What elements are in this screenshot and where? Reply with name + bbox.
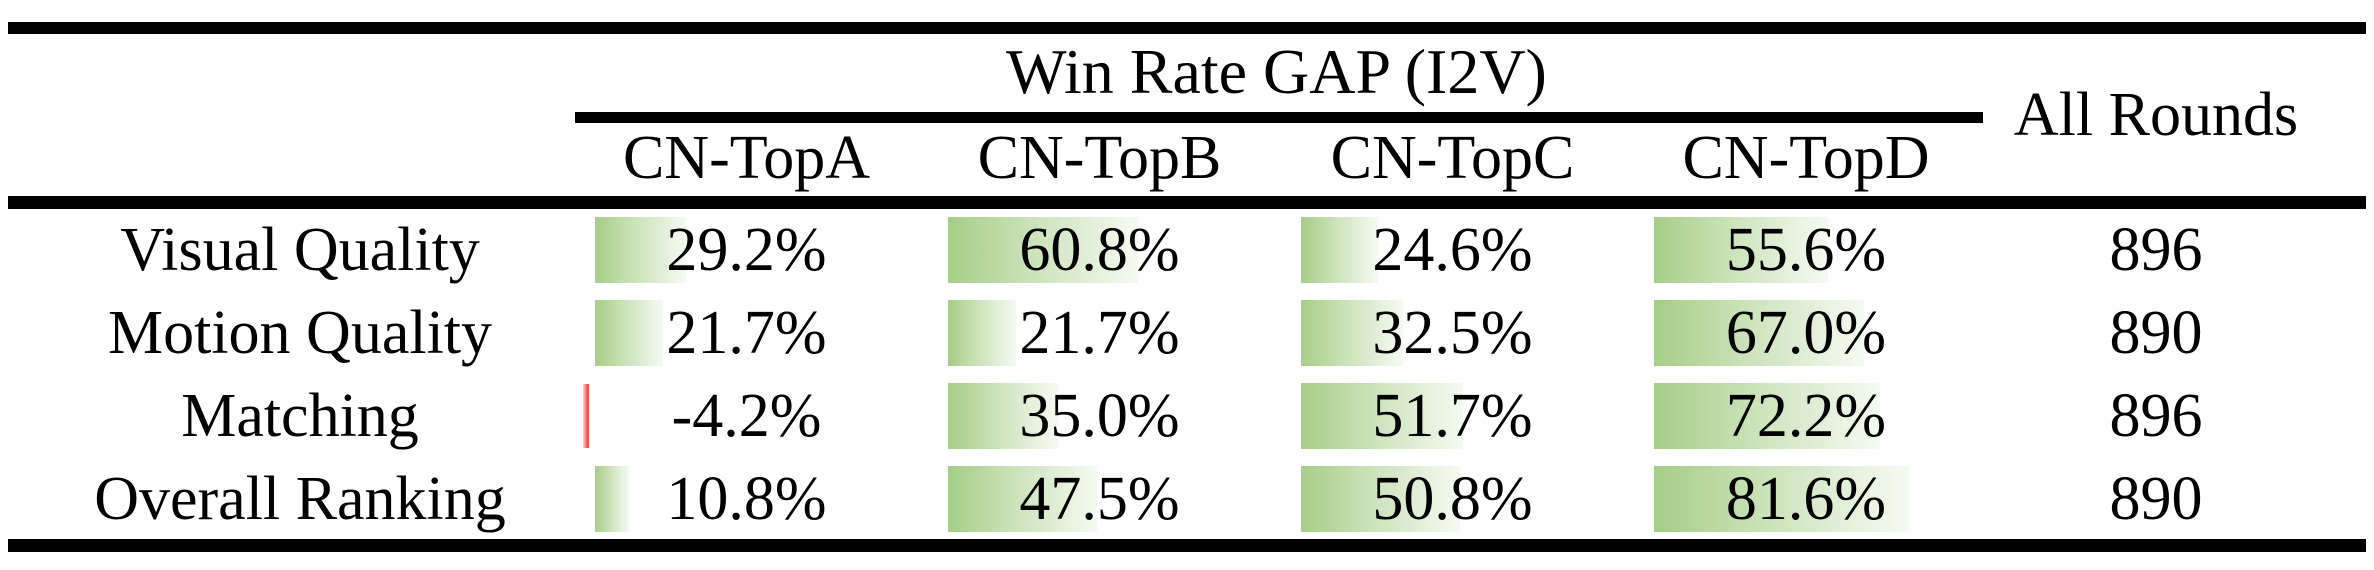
winrate-value: 29.2% — [666, 215, 827, 284]
winrate-cell: 21.7% — [570, 291, 923, 374]
winrate-cell: 50.8% — [1276, 457, 1629, 540]
data-bar — [948, 382, 1058, 449]
winrate-cell: 21.7% — [923, 291, 1276, 374]
winrate-value: -4.2% — [671, 381, 822, 450]
all-rounds-value: 896 — [2109, 215, 2203, 284]
row-label: Motion Quality — [107, 298, 493, 367]
data-bar — [948, 299, 1016, 366]
winrate-value: 51.7% — [1372, 381, 1533, 450]
winrate-cell: 67.0% — [1629, 291, 1983, 374]
top-rule — [8, 22, 2366, 34]
winrate-cell: 51.7% — [1276, 374, 1629, 457]
all-rounds-value: 890 — [2109, 464, 2203, 533]
winrate-value: 81.6% — [1725, 464, 1887, 533]
data-bar — [1654, 465, 1909, 532]
row-label: Matching — [181, 381, 419, 450]
winrate-value: 55.6% — [1725, 215, 1887, 284]
winrate-value: 24.6% — [1372, 215, 1533, 284]
column-header-cn-topd: CN-TopD — [1682, 124, 1930, 192]
data-bar — [1654, 299, 1864, 366]
winrate-value: 60.8% — [1019, 215, 1180, 284]
winrate-value: 35.0% — [1019, 381, 1180, 450]
winrate-cell: 55.6% — [1629, 208, 1983, 291]
winrate-value: 50.8% — [1372, 464, 1533, 533]
winrate-cell: 60.8% — [923, 208, 1276, 291]
data-bar — [1654, 382, 1880, 449]
header-bottom-rule — [8, 196, 2366, 209]
data-bar-negative — [583, 383, 589, 448]
column-header-cn-topa: CN-TopA — [622, 124, 871, 192]
winrate-value: 21.7% — [1019, 298, 1180, 367]
all-rounds-value: 890 — [2109, 298, 2203, 367]
data-bar — [1301, 465, 1460, 532]
winrate-value: 10.8% — [666, 464, 827, 533]
column-header-cn-topb: CN-TopB — [977, 124, 1222, 192]
table-row: Visual Quality 29.2% 60.8% 24.6% 55.6% 8… — [0, 208, 2374, 291]
column-header-cn-topc: CN-TopC — [1330, 124, 1575, 192]
winrate-cell: 72.2% — [1629, 374, 1983, 457]
winrate-value: 21.7% — [666, 298, 827, 367]
winrate-cell: 10.8% — [570, 457, 923, 540]
winrate-cell: 32.5% — [1276, 291, 1629, 374]
winrate-value: 67.0% — [1725, 298, 1887, 367]
winrate-cell: 47.5% — [923, 457, 1276, 540]
header-cmidrule — [575, 112, 1983, 123]
data-bar — [595, 216, 686, 283]
data-bar — [1301, 382, 1463, 449]
column-header-all-rounds: All Rounds — [2013, 80, 2299, 149]
data-bar — [948, 465, 1097, 532]
winrate-cell: 81.6% — [1629, 457, 1983, 540]
all-rounds-value: 896 — [2109, 381, 2203, 450]
winrate-cell: 24.6% — [1276, 208, 1629, 291]
data-bar — [948, 216, 1138, 283]
winrate-cell: 35.0% — [923, 374, 1276, 457]
table-row: Matching -4.2% 35.0% 51.7% 72.2% 896 — [0, 374, 2374, 457]
table-title: Win Rate GAP (I2V) — [1006, 36, 1547, 107]
data-bar — [595, 299, 663, 366]
bottom-rule — [8, 539, 2366, 552]
winrate-value: 72.2% — [1725, 381, 1887, 450]
winrate-value: 47.5% — [1019, 464, 1180, 533]
winrate-value: 32.5% — [1372, 298, 1533, 367]
data-bar — [1301, 299, 1403, 366]
data-bar — [1301, 216, 1378, 283]
table-row: Overall Ranking 10.8% 47.5% 50.8% 81.6% … — [0, 457, 2374, 540]
row-label: Overall Ranking — [94, 464, 506, 533]
data-bar — [595, 465, 629, 532]
row-label: Visual Quality — [120, 215, 480, 284]
winrate-cell: -4.2% — [570, 374, 923, 457]
data-bar — [1654, 216, 1828, 283]
table-row: Motion Quality 21.7% 21.7% 32.5% 67.0% 8… — [0, 291, 2374, 374]
winrate-cell: 29.2% — [570, 208, 923, 291]
